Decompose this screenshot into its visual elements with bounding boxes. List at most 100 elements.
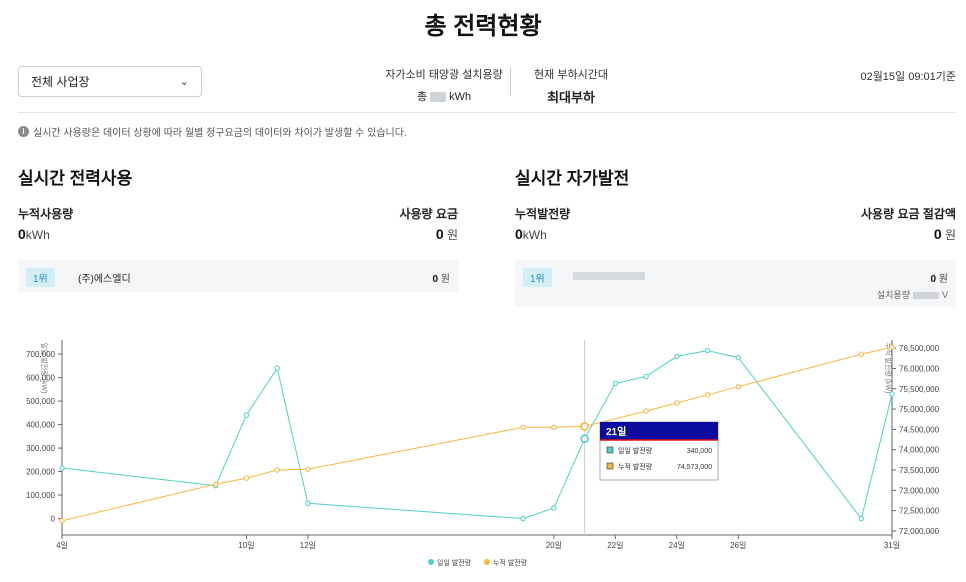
rank-badge: 1위 <box>26 268 55 287</box>
tooltip-row-value: 74,573,000 <box>677 464 712 471</box>
generation-ranking-row: 1위 0 원 설치용량 V <box>515 260 956 306</box>
load-time-value: 최대부하 <box>547 90 595 105</box>
data-point <box>643 408 649 414</box>
usage-title: 실시간 전력사용 <box>18 169 133 188</box>
generation-title: 실시간 자가발전 <box>515 169 630 188</box>
data-point <box>551 505 557 511</box>
data-point <box>704 347 711 354</box>
legend-marker <box>484 559 490 565</box>
rank-amount-number: 0 <box>930 274 937 285</box>
data-point <box>243 475 250 481</box>
generation-cumulative-number: 0 <box>515 226 523 242</box>
data-point <box>59 518 65 524</box>
usage-fee-label: 사용량 요금 <box>399 207 458 221</box>
page-title: 총 전력현황 <box>424 13 542 40</box>
tooltip-row-label: 일일 발전량 <box>618 446 653 455</box>
usage-cumulative-number: 0 <box>18 226 26 242</box>
tooltip-title: 21일 <box>606 425 626 438</box>
tooltip-swatch <box>606 462 614 470</box>
data-point <box>735 384 741 390</box>
data-point <box>704 392 711 398</box>
rank-amount-number: 0 <box>432 274 439 285</box>
load-time-label: 현재 부하시간대 <box>534 69 608 81</box>
y-left-tick-label: 0 <box>51 515 56 524</box>
x-tick-label: 10일 <box>238 541 254 550</box>
solar-capacity-label: 자가소비 태양광 설치용량 <box>385 69 503 81</box>
masked-value <box>430 92 447 103</box>
rank-amount: 0 원 <box>930 270 948 285</box>
data-point <box>213 481 219 487</box>
generation-cumulative-label: 누적발전량 <box>515 207 571 221</box>
data-point <box>59 465 65 471</box>
usage-fee-unit: 원 <box>446 228 458 242</box>
tooltip-swatch <box>606 446 614 454</box>
rank-capacity-unit: V <box>941 290 948 300</box>
x-tick-label: 12일 <box>300 541 316 550</box>
usage-fee-number: 0 <box>435 226 444 242</box>
masked-value <box>573 272 645 280</box>
y-left-tick-label: 700,000 <box>26 350 55 359</box>
y-left-tick-label: 200,000 <box>26 468 55 477</box>
usage-ranking-row: 1위 (주)에스엘디 0 원 <box>18 260 458 292</box>
x-tick-label: 24일 <box>669 541 685 550</box>
y-left-tick-label: 100,000 <box>26 491 55 500</box>
x-tick-label: 4일 <box>56 541 68 550</box>
solar-capacity-value: 총 kWh <box>417 91 471 103</box>
data-point <box>889 344 895 351</box>
x-tick-label: 22일 <box>607 541 623 550</box>
y-right-tick-label: 76,500,000 <box>899 344 940 353</box>
rank-company-name-masked <box>573 272 645 283</box>
data-point <box>305 466 311 472</box>
usage-cumulative-value: 0kWh <box>18 226 50 242</box>
usage-cumulative-label: 누적사용량 <box>18 207 74 221</box>
legend-marker <box>428 559 434 565</box>
rank-badge: 1위 <box>523 268 552 287</box>
notice-text: 실시간 사용량은 데이터 상황에 따라 월별 청구요금의 데이터와 차이가 발생… <box>33 128 407 139</box>
generation-saving-value: 0 원 <box>934 226 956 243</box>
site-select[interactable]: 전체 사업장 ⌄ <box>18 66 202 97</box>
timestamp: 02월15일 09:01기준 <box>860 71 956 83</box>
data-point <box>305 500 311 506</box>
chevron-down-icon: ⌄ <box>179 76 189 88</box>
generation-saving-unit: 원 <box>944 228 956 242</box>
legend-label: 일일 발전량 <box>437 558 472 567</box>
rank-amount-unit: 원 <box>938 274 948 285</box>
data-point <box>889 391 895 397</box>
info-icon: i <box>18 126 29 137</box>
data-point <box>520 515 526 522</box>
solar-capacity: 자가소비 태양광 설치용량 총 kWh <box>380 66 508 104</box>
y-right-tick-label: 75,000,000 <box>899 405 940 414</box>
y-left-tick-label: 600,000 <box>26 374 55 383</box>
divider <box>18 112 956 113</box>
data-point <box>580 434 589 443</box>
y-right-tick-label: 73,500,000 <box>899 466 940 475</box>
tooltip-row-value: 340,000 <box>687 448 712 455</box>
data-point <box>274 467 280 473</box>
generation-saving-label: 사용량 요금 절감액 <box>861 207 956 221</box>
data-point <box>551 424 557 431</box>
series-line <box>61 350 893 520</box>
data-point <box>612 380 619 387</box>
data-point <box>243 412 250 418</box>
y-right-tick-label: 72,500,000 <box>899 507 940 516</box>
rank-company-name: (주)에스엘디 <box>78 274 131 285</box>
series-line <box>61 346 893 522</box>
y-left-axis-title: 일일 발전량 (kW) <box>40 343 49 394</box>
divider <box>510 68 511 96</box>
notice: i 실시간 사용량은 데이터 상황에 따라 월별 청구요금의 데이터와 차이가 … <box>18 124 407 139</box>
data-point <box>674 353 680 360</box>
data-point <box>643 373 649 380</box>
y-right-tick-label: 72,000,000 <box>899 527 940 536</box>
rank-amount-unit: 원 <box>440 274 450 285</box>
x-tick-label: 31일 <box>884 541 900 550</box>
generation-cumulative-unit: kWh <box>522 228 547 242</box>
masked-value <box>912 292 939 300</box>
site-select-value: 전체 사업장 <box>31 75 90 89</box>
y-right-tick-label: 74,500,000 <box>899 425 940 434</box>
y-left-tick-label: 300,000 <box>26 444 55 453</box>
data-point <box>274 365 280 371</box>
y-right-axis-title: 누적 발전량 (kW) <box>884 343 893 394</box>
load-time: 현재 부하시간대 최대부하 <box>516 66 626 106</box>
y-left-tick-label: 500,000 <box>26 397 55 406</box>
x-tick-label: 20일 <box>546 541 562 550</box>
